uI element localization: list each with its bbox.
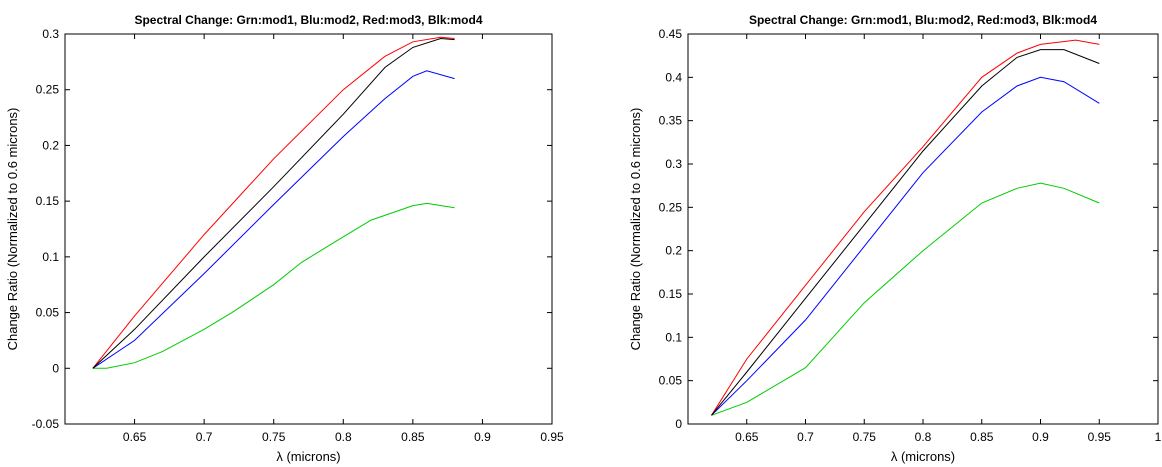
chart-1: 0.65 0.7 0.75 0.8 0.85 0.9 0.95 -0.05 0 0.05 0.1 0.…: [5, 13, 564, 464]
axes-frame: [64, 33, 553, 425]
y-axis-label: Change Ratio (Normalized to 0.6 microns): [5, 108, 20, 351]
y-tick-label: 0: [675, 417, 682, 431]
series-line-2: [92, 70, 455, 369]
x-tick-label: 0.8: [335, 430, 352, 444]
y-tick-label: 0: [52, 361, 59, 375]
chart-2: 0.65 0.7 0.75 0.8 0.85 0.9 0.95 1 0 0.05 0.1 0.15 0.…: [628, 13, 1162, 464]
series-line-4: [711, 49, 1100, 416]
y-tick-label: 0.3: [665, 157, 682, 171]
x-tick-label: 0.75: [262, 430, 286, 444]
y-axis-label: Change Ratio (Normalized to 0.6 microns): [628, 108, 643, 351]
x-axis-label: λ (microns): [891, 449, 955, 464]
y-tick-label: 0.05: [36, 306, 60, 320]
x-tick-label: 0.65: [123, 430, 147, 444]
y-tick-label: 0.45: [659, 27, 683, 41]
x-tick-label: 1: [1155, 430, 1162, 444]
series-line-3: [92, 36, 455, 369]
x-tick-label: 0.75: [853, 430, 877, 444]
y-tick-label: 0.15: [36, 194, 60, 208]
y-tick-label: 0.2: [665, 244, 682, 258]
y-tick-label: 0.1: [665, 330, 682, 344]
series-line-1: [711, 182, 1100, 416]
y-tick-label: 0.1: [42, 250, 59, 264]
y-tick-label: 0.4: [665, 70, 682, 84]
series-line-1: [92, 202, 455, 369]
series-line-4: [92, 37, 455, 369]
x-tick-label: 0.9: [474, 430, 491, 444]
x-tick-label: 0.95: [540, 430, 564, 444]
x-tick-label: 0.65: [735, 430, 759, 444]
x-tick-label: 0.8: [915, 430, 932, 444]
y-tick-label: 0.25: [659, 200, 683, 214]
series-line-3: [711, 39, 1100, 416]
x-tick-label: 0.85: [970, 430, 994, 444]
axes-frame: [687, 33, 1159, 425]
chart-title: Spectral Change: Grn:mod1, Blu:mod2, Red…: [134, 13, 482, 27]
y-tick-label: -0.05: [32, 417, 60, 431]
x-tick-label: 0.9: [1032, 430, 1049, 444]
x-axis-label: λ (microns): [276, 449, 340, 464]
y-tick-label: 0.3: [42, 27, 59, 41]
y-tick-label: 0.2: [42, 138, 59, 152]
y-tick-label: 0.25: [36, 83, 60, 97]
x-tick-label: 0.7: [797, 430, 814, 444]
y-tick-label: 0.15: [659, 287, 683, 301]
x-tick-label: 0.95: [1088, 430, 1112, 444]
y-tick-label: 0.35: [659, 114, 683, 128]
series-line-2: [711, 76, 1100, 416]
y-tick-label: 0.05: [659, 374, 683, 388]
x-tick-label: 0.7: [196, 430, 213, 444]
x-tick-label: 0.85: [401, 430, 425, 444]
chart-title: Spectral Change: Grn:mod1, Blu:mod2, Red…: [749, 13, 1097, 27]
